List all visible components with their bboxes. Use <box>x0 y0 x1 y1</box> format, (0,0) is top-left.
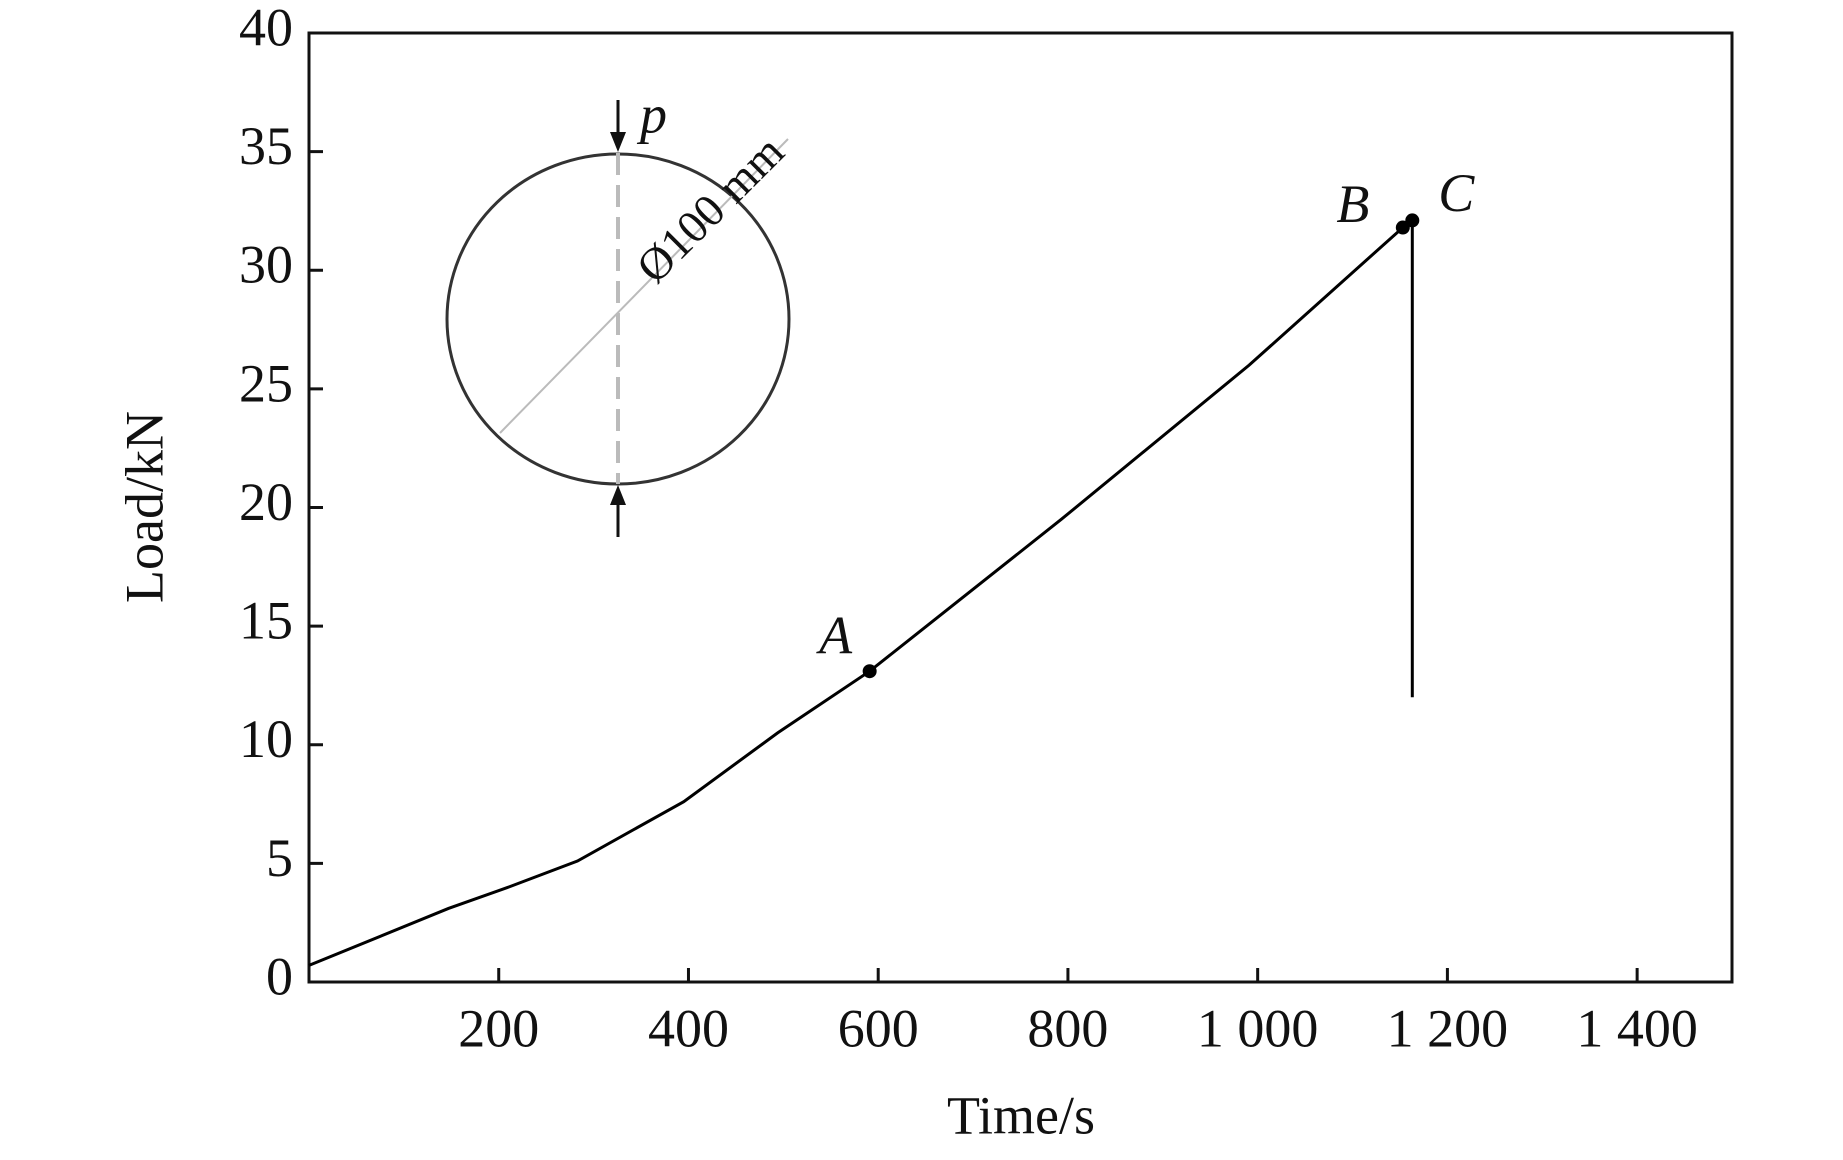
y-tick-label: 10 <box>239 709 293 769</box>
y-tick-label: 15 <box>239 591 293 651</box>
arrow-head <box>610 485 626 505</box>
key-point <box>862 664 877 679</box>
diameter-line <box>499 138 789 434</box>
x-tick-label: 800 <box>1027 998 1108 1058</box>
x-tick-label: 600 <box>838 998 919 1058</box>
load-curve <box>308 217 1414 967</box>
x-tick-label: 1 200 <box>1387 998 1509 1058</box>
x-tick-label: 1 000 <box>1197 998 1319 1058</box>
x-tick-label: 400 <box>648 998 729 1058</box>
point-label: A <box>816 606 853 666</box>
x-tick-label: 1 400 <box>1576 998 1698 1058</box>
diameter-label: Ø100 mm <box>626 125 793 292</box>
arrow-head <box>610 132 626 152</box>
y-tick-label: 35 <box>239 116 293 176</box>
load-label: p <box>636 84 667 144</box>
y-tick-label: 30 <box>239 235 293 295</box>
y-tick-label: 20 <box>239 472 293 532</box>
point-label: B <box>1336 174 1369 234</box>
y-tick-label: 5 <box>266 828 293 888</box>
x-tick-label: 200 <box>458 998 539 1058</box>
y-axis-label: Load/kN <box>114 411 174 603</box>
y-tick-label: 40 <box>239 0 293 57</box>
y-tick-label: 25 <box>239 353 293 413</box>
plot-frame <box>307 31 1734 984</box>
x-axis-label: Time/s <box>947 1085 1095 1145</box>
key-point <box>1405 213 1420 228</box>
inset: p Ø100 mm <box>445 84 794 537</box>
y-tick-label: 0 <box>266 946 293 1006</box>
point-label: C <box>1438 163 1475 223</box>
